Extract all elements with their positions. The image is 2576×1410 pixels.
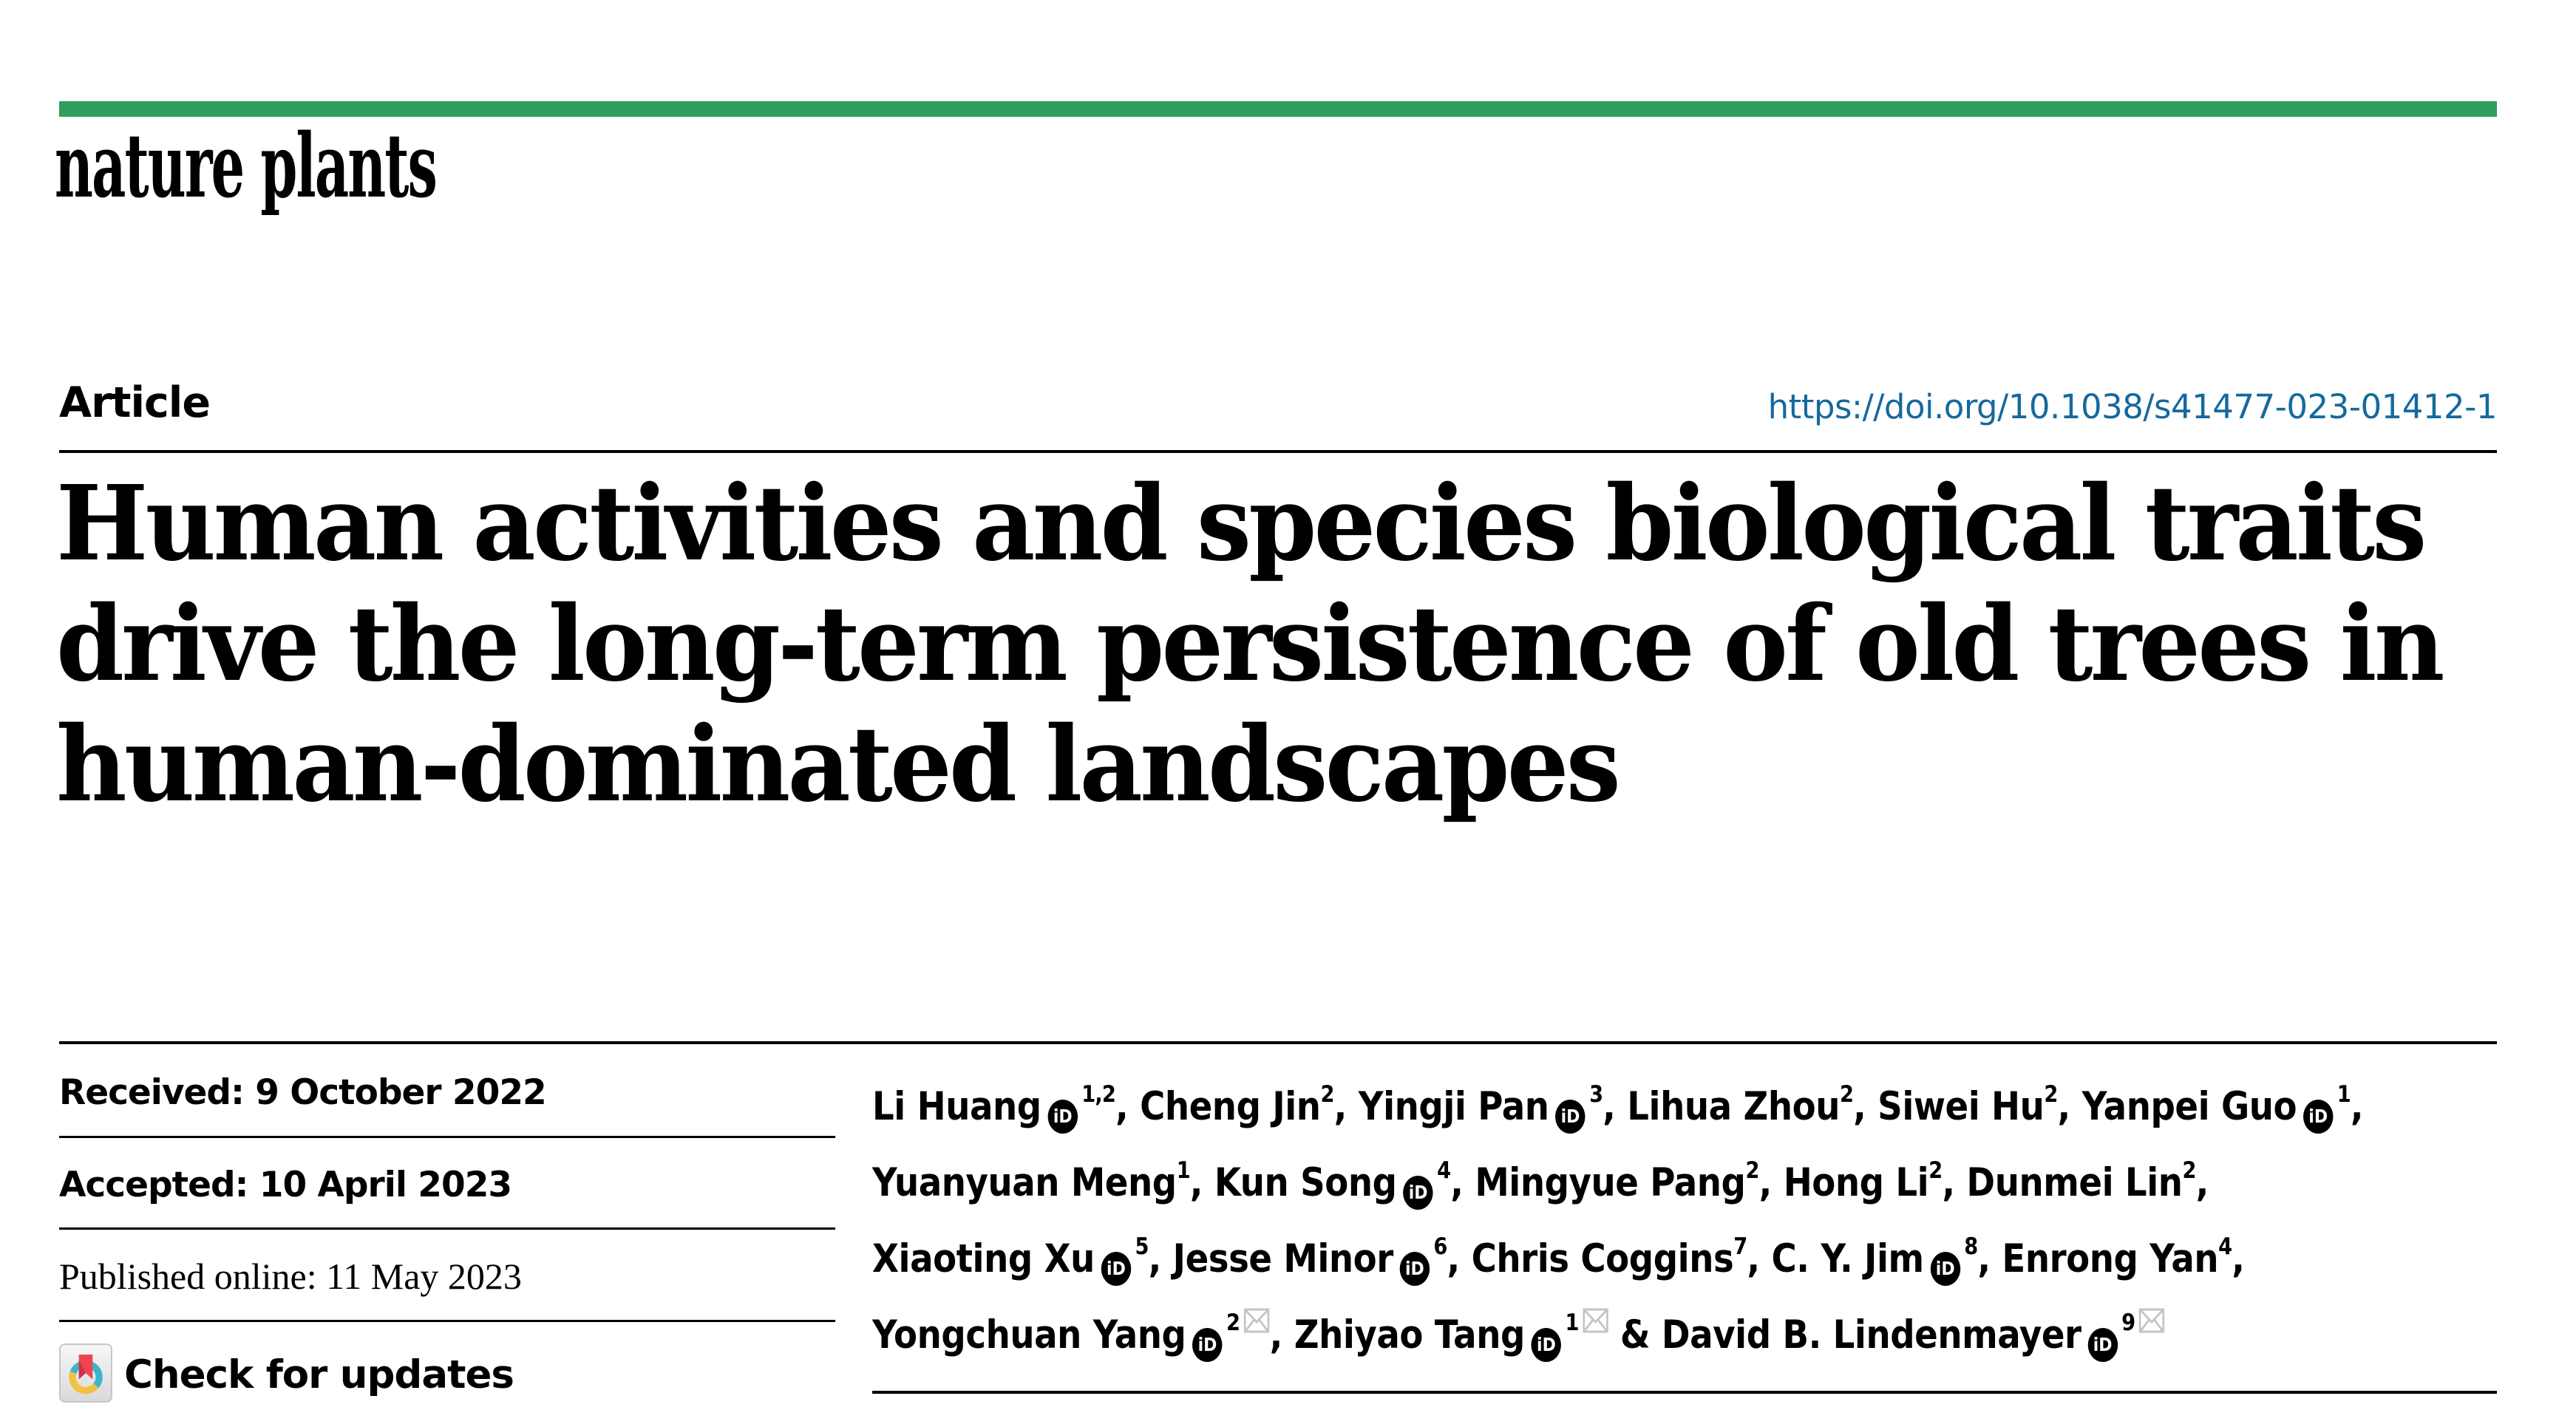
author-name: Yingji Pan: [1358, 1084, 1549, 1129]
author-affiliation-superscript: 9: [2121, 1309, 2135, 1336]
author-name: David B. Lindenmayer: [1661, 1312, 2081, 1358]
author-line: Yuanyuan Meng1, Kun Song iD4, Mingyue Pan…: [872, 1139, 2363, 1215]
author-name: Dunmei Lin: [1966, 1160, 2183, 1205]
email-icon: [2138, 1308, 2165, 1333]
author-name: Yanpei Guo: [2081, 1084, 2297, 1129]
author-name: Cheng Jin: [1140, 1084, 1321, 1129]
author-separator: ,: [1853, 1084, 1878, 1129]
journal-logo: nature plants: [55, 115, 438, 218]
author-separator: ,: [2195, 1160, 2209, 1205]
crossmark-icon: [69, 1354, 103, 1394]
dates-divider-3: [59, 1320, 835, 1322]
author-name: Hong Li: [1783, 1160, 1929, 1205]
author-affiliation-superscript: 5: [1135, 1233, 1149, 1260]
author-affiliation-superscript: 2: [1226, 1309, 1240, 1336]
author-line: Li Huang iD1,2, Cheng Jin2, Yingji Pan iD3…: [872, 1063, 2364, 1139]
author-affiliation-superscript: 4: [1437, 1157, 1451, 1184]
author-line: Xiaoting Xu iD5, Jesse Minor iD6, Chris Co…: [872, 1215, 2363, 1291]
author-affiliation-superscript: 8: [1964, 1233, 1978, 1260]
author-separator: ,: [2232, 1236, 2245, 1281]
author-affiliation-superscript: 6: [1433, 1233, 1447, 1260]
author-separator: ,: [1942, 1160, 1967, 1205]
authors-bottom-divider: [872, 1391, 2497, 1394]
author-affiliation-superscript: 2: [1320, 1081, 1335, 1108]
author-name: Mingyue Pang: [1475, 1160, 1746, 1205]
email-icon: [1243, 1308, 1270, 1333]
metadata-top-divider: [59, 1041, 2497, 1044]
author-name: Lihua Zhou: [1627, 1084, 1840, 1129]
author-lines: Li Huang iD1,2, Cheng Jin2, Yingji Pan iD3…: [872, 1063, 2566, 1367]
received-date: Received: 9 October 2022: [59, 1072, 547, 1113]
orcid-icon: iD: [1047, 1100, 1078, 1134]
author-name: Xiaoting Xu: [872, 1236, 1095, 1281]
article-title-line-3: human-dominated landscapes: [56, 704, 1621, 825]
orcid-icon: iD: [1101, 1252, 1132, 1286]
author-separator: &: [1608, 1312, 1662, 1358]
author-affiliation-superscript: 1,2: [1081, 1081, 1116, 1108]
author-name: Enrong Yan: [2002, 1236, 2219, 1281]
author-separator: ,: [1758, 1160, 1784, 1205]
author-separator: ,: [2057, 1084, 2082, 1129]
author-separator: ,: [1148, 1236, 1173, 1281]
author-affiliation-superscript: 1: [1565, 1309, 1579, 1336]
accepted-date: Accepted: 10 April 2023: [59, 1165, 512, 1205]
author-name: Yuanyuan Meng: [872, 1160, 1177, 1205]
masthead-accent-bar: [59, 101, 2497, 117]
check-for-updates-label[interactable]: Check for updates: [124, 1352, 514, 1397]
author-separator: ,: [2350, 1084, 2364, 1129]
orcid-icon: iD: [1399, 1252, 1430, 1286]
author-separator: ,: [1447, 1236, 1472, 1281]
author-line: Yongchuan Yang iD2, Zhiyao Tang iD1 & Davi…: [872, 1291, 2363, 1367]
orcid-icon: iD: [2087, 1328, 2118, 1362]
author-name: Li Huang: [872, 1084, 1041, 1129]
author-name: Chris Coggins: [1471, 1236, 1734, 1281]
article-type-label: Article: [59, 378, 211, 427]
author-name: Yongchuan Yang: [872, 1312, 1186, 1358]
article-title-line-2: drive the long-term persistence of old t…: [56, 584, 2444, 705]
dates-divider-2: [59, 1227, 835, 1230]
author-name: Jesse Minor: [1172, 1236, 1394, 1281]
article-title: Human activities and species biological …: [56, 464, 2576, 825]
orcid-icon: iD: [1192, 1328, 1223, 1362]
author-affiliation-superscript: 1: [2337, 1081, 2351, 1108]
orcid-icon: iD: [2303, 1100, 2334, 1134]
author-affiliation-superscript: 7: [1733, 1233, 1747, 1260]
author-separator: ,: [1977, 1236, 2002, 1281]
author-separator: ,: [1115, 1084, 1141, 1129]
author-affiliation-superscript: 1: [1176, 1157, 1191, 1184]
author-name: Kun Song: [1214, 1160, 1397, 1205]
author-separator: ,: [1450, 1160, 1475, 1205]
published-online-date: Published online: 11 May 2023: [59, 1256, 522, 1297]
author-affiliation-superscript: 2: [1928, 1157, 1943, 1184]
author-name: Siwei Hu: [1877, 1084, 2045, 1129]
author-name: C. Y. Jim: [1771, 1236, 1924, 1281]
author-separator: ,: [1189, 1160, 1214, 1205]
author-affiliation-superscript: 2: [2044, 1081, 2058, 1108]
article-title-line-1: Human activities and species biological …: [56, 463, 2427, 585]
author-affiliation-superscript: 2: [1745, 1157, 1760, 1184]
author-separator: ,: [1333, 1084, 1359, 1129]
author-separator: ,: [1603, 1084, 1628, 1129]
author-affiliation-superscript: 2: [1839, 1081, 1854, 1108]
author-name: Zhiyao Tang: [1294, 1312, 1526, 1358]
author-affiliation-superscript: 4: [2218, 1233, 2232, 1260]
author-affiliation-superscript: 2: [2182, 1157, 2197, 1184]
header-divider: [59, 450, 2497, 453]
dates-divider-1: [59, 1136, 835, 1138]
orcid-icon: iD: [1555, 1100, 1586, 1134]
orcid-icon: iD: [1403, 1176, 1433, 1210]
author-affiliation-superscript: 3: [1589, 1081, 1603, 1108]
check-for-updates-button[interactable]: [59, 1343, 112, 1403]
doi-link[interactable]: https://doi.org/10.1038/s41477-023-01412…: [1767, 387, 2498, 426]
author-separator: ,: [1747, 1236, 1772, 1281]
orcid-icon: iD: [1531, 1328, 1562, 1362]
orcid-icon: iD: [1930, 1252, 1960, 1286]
author-separator: ,: [1269, 1312, 1294, 1358]
email-icon: [1583, 1308, 1608, 1333]
